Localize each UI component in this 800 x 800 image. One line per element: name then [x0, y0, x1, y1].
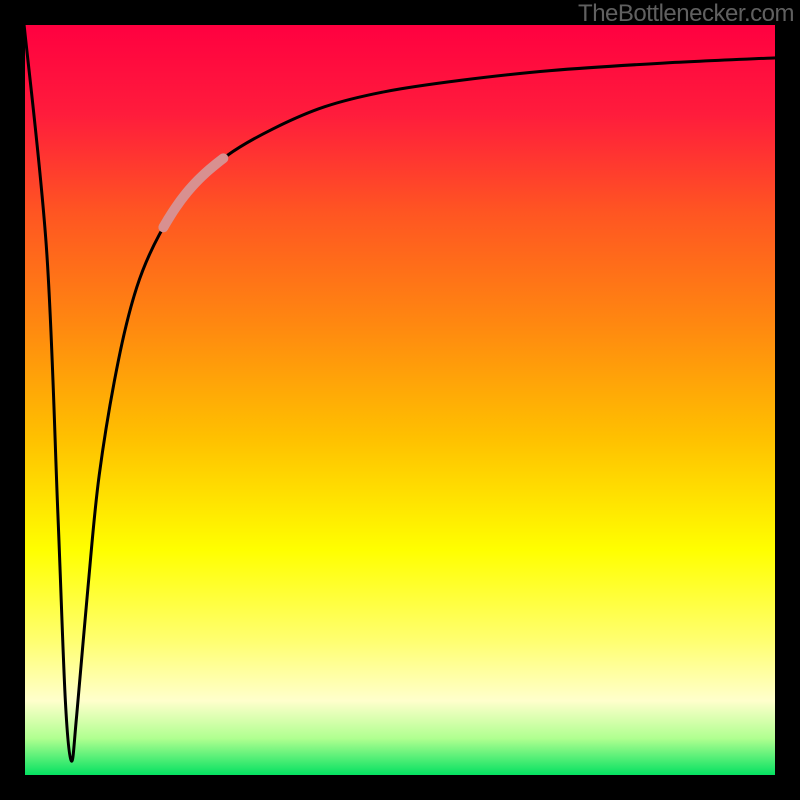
watermark-text: TheBottlenecker.com	[578, 0, 794, 28]
bottleneck-chart: TheBottlenecker.com	[0, 0, 800, 800]
chart-svg	[0, 0, 800, 800]
